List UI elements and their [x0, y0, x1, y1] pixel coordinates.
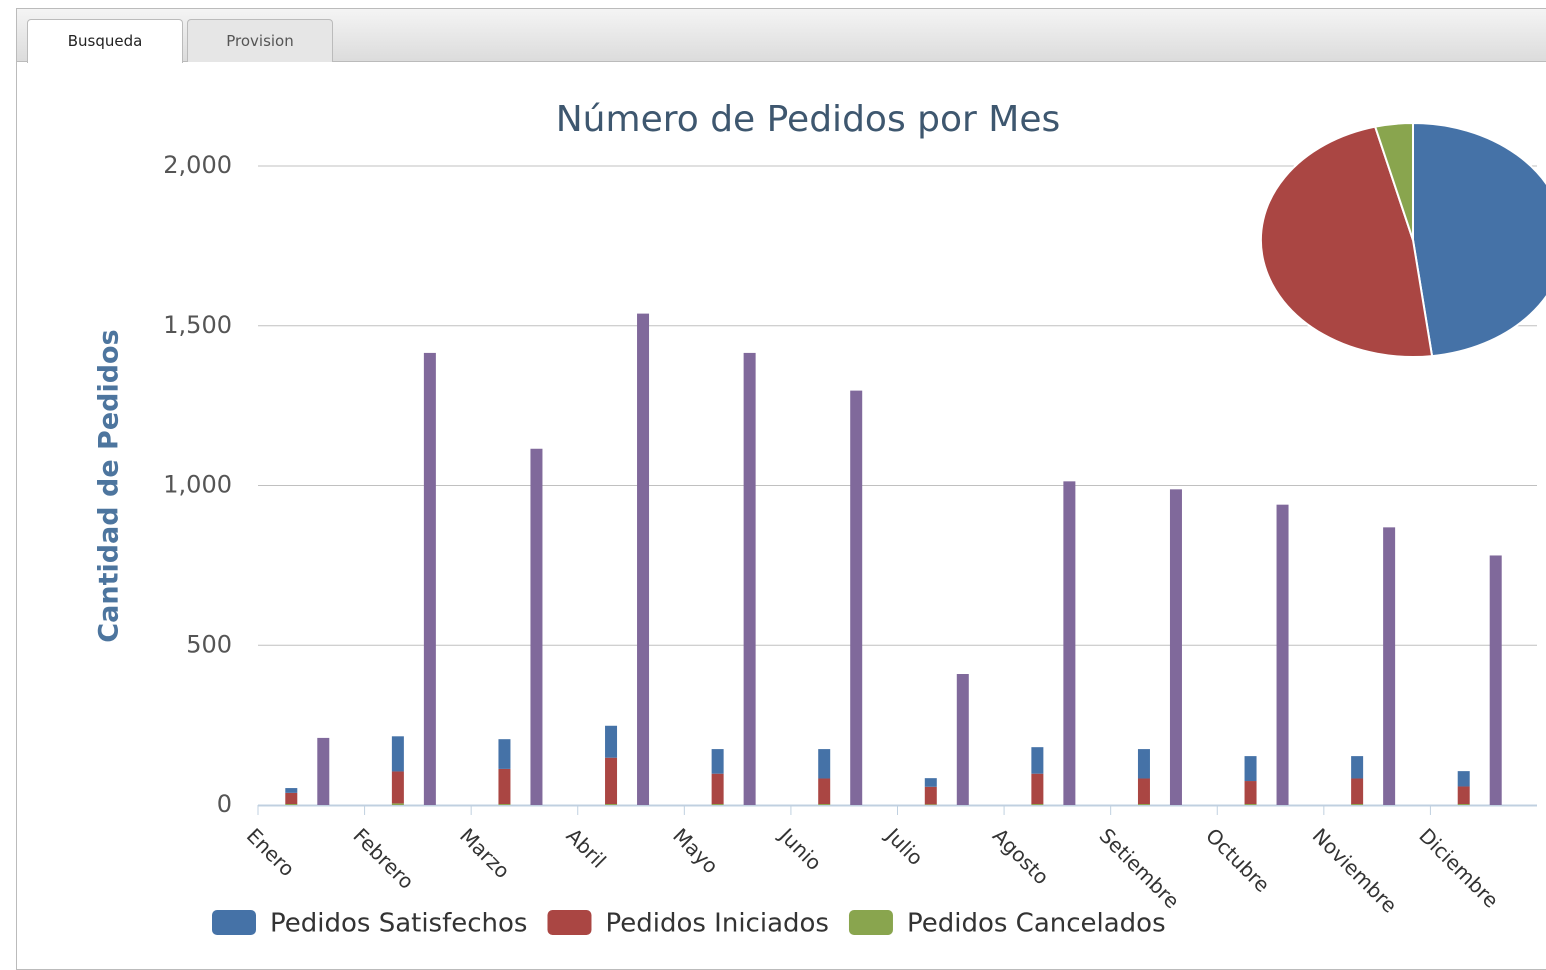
- x-tick-label: Enero: [242, 823, 300, 881]
- x-tick-label: Noviembre: [1308, 823, 1402, 917]
- bar-segment: [1351, 778, 1364, 805]
- bar-segment: [391, 736, 404, 772]
- bar-segment: [1244, 781, 1257, 805]
- panel: Busqueda Provision: [16, 8, 1546, 970]
- bar-segment: [498, 768, 511, 805]
- bar-segment: [818, 778, 831, 805]
- y-tick-label: 500: [186, 630, 232, 658]
- bar-segment: [711, 773, 724, 805]
- bar-segment: [1244, 804, 1257, 805]
- page: {"tabs": ["Busqueda", "Provision"], "cha…: [16, 8, 1546, 970]
- bar-segment: [1351, 756, 1364, 779]
- y-axis-label: Cantidad de Pedidos: [94, 329, 125, 642]
- pie-slice: [1259, 125, 1434, 358]
- bar-segment: [285, 792, 298, 805]
- bar-segment: [1351, 804, 1364, 805]
- legend-label: Pedidos Iniciados: [605, 909, 828, 939]
- pie-slice: [1412, 121, 1546, 358]
- x-tick-label: Mayo: [668, 823, 723, 878]
- legend-swatch: [848, 910, 893, 935]
- bar-segment: [924, 786, 937, 805]
- bar-segment: [1031, 747, 1044, 774]
- bar-segment: [1457, 804, 1470, 805]
- bar: [1276, 504, 1289, 805]
- chart-title: Número de Pedidos por Mes: [556, 99, 1060, 140]
- bar-segment: [391, 803, 404, 805]
- bar: [743, 352, 756, 805]
- bar: [1383, 527, 1396, 805]
- bar-segment: [711, 749, 724, 774]
- x-tick-label: Junio: [773, 822, 826, 875]
- bar-segment: [285, 804, 298, 805]
- bar-segment: [711, 804, 724, 805]
- bar: [423, 352, 436, 805]
- y-tick-label: 1,500: [163, 311, 232, 339]
- bar-segment: [1244, 756, 1257, 782]
- legend-swatch: [212, 910, 256, 935]
- x-tick-label: Diciembre: [1414, 823, 1503, 912]
- bar-segment: [1031, 773, 1044, 805]
- bar: [1063, 481, 1076, 805]
- x-tick-label: Julio: [880, 822, 928, 870]
- bar-segment: [1457, 786, 1470, 805]
- bar-segment: [924, 778, 937, 787]
- bar: [317, 737, 330, 805]
- tab-bar: Busqueda Provision: [17, 9, 1546, 63]
- bar-segment: [1137, 804, 1150, 805]
- bar-segment: [1137, 749, 1150, 779]
- bar-segment: [818, 749, 831, 779]
- bar-segment: [498, 739, 511, 769]
- bar-segment: [818, 804, 831, 805]
- x-tick-label: Agosto: [988, 823, 1054, 889]
- legend-label: Pedidos Cancelados: [907, 909, 1166, 939]
- bar-segment: [1137, 778, 1150, 805]
- bar-segment: [605, 804, 618, 805]
- x-tick-label: Abril: [562, 823, 611, 872]
- bar-segment: [498, 804, 511, 805]
- bar: [530, 448, 543, 805]
- bar: [956, 674, 969, 805]
- y-tick-label: 0: [217, 790, 232, 818]
- bar: [1489, 555, 1502, 805]
- x-tick-label: Marzo: [455, 823, 515, 883]
- y-tick-label: 1,000: [163, 471, 232, 499]
- pie-slice: [1373, 121, 1414, 241]
- bar-segment: [605, 725, 618, 758]
- tab[interactable]: Busqueda: [27, 19, 183, 63]
- y-tick-label: 2,000: [163, 151, 232, 179]
- bar-segment: [1031, 804, 1044, 805]
- bar-segment: [1457, 771, 1470, 787]
- x-tick-label: Setiembre: [1095, 823, 1185, 913]
- bar-segment: [924, 804, 937, 805]
- bar-segment: [391, 771, 404, 804]
- legend-label: Pedidos Satisfechos: [270, 909, 527, 939]
- bar: [850, 390, 863, 805]
- bar: [1169, 489, 1182, 805]
- bar-segment: [605, 757, 618, 805]
- bar: [637, 313, 650, 805]
- chart: Número de Pedidos por Mes Cantidad de Pe…: [94, 99, 1546, 939]
- legend-swatch: [547, 910, 592, 935]
- x-tick-label: Octubre: [1201, 823, 1275, 897]
- x-tick-label: Febrero: [348, 823, 418, 893]
- bar-segment: [285, 788, 298, 793]
- tab[interactable]: Provision: [187, 19, 333, 62]
